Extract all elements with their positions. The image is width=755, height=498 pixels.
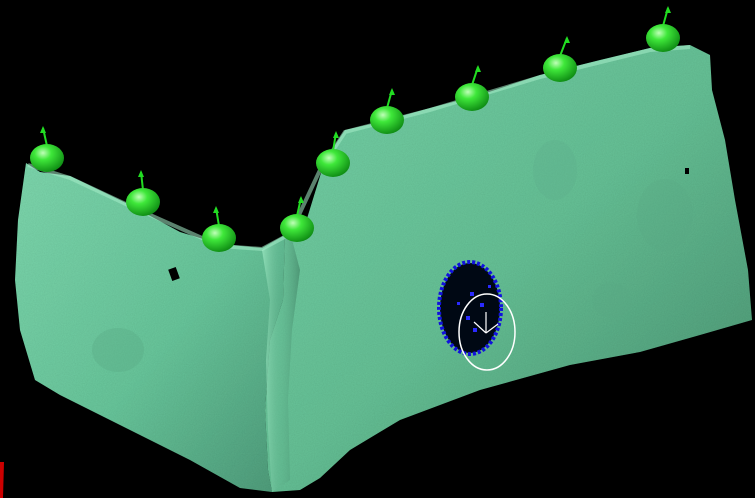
marker-sphere[interactable]	[370, 106, 404, 134]
marker-arrow-head-icon	[665, 6, 671, 13]
locator-marker[interactable]	[370, 88, 404, 134]
hole-feature[interactable]	[437, 260, 516, 371]
locator-marker[interactable]	[543, 36, 577, 82]
marker-sphere[interactable]	[543, 54, 577, 82]
mesh-corner-edge	[262, 232, 300, 492]
surface-dent	[533, 140, 577, 200]
marker-arrow-head-icon	[40, 126, 46, 133]
locator-marker[interactable]	[30, 126, 64, 172]
mesh-void	[685, 168, 689, 174]
locator-marker[interactable]	[316, 131, 350, 177]
marker-sphere[interactable]	[646, 24, 680, 52]
marker-sphere[interactable]	[126, 188, 160, 216]
marker-sphere[interactable]	[455, 83, 489, 111]
marker-group[interactable]	[30, 6, 680, 252]
corner-mark	[0, 462, 4, 498]
marker-arrow-head-icon	[138, 170, 144, 177]
hole-outline[interactable]	[437, 260, 503, 356]
marker-sphere[interactable]	[30, 144, 64, 172]
locator-marker[interactable]	[646, 6, 680, 52]
mesh-void	[168, 266, 180, 282]
marker-sphere[interactable]	[280, 214, 314, 242]
marker-arrow-head-icon	[213, 206, 219, 213]
hole-opening[interactable]	[440, 263, 500, 353]
marker-arrow-head-icon	[298, 196, 304, 203]
locator-marker[interactable]	[126, 170, 160, 216]
surface-dent	[92, 328, 144, 372]
marker-arrow-head-icon	[389, 88, 395, 95]
marker-sphere[interactable]	[202, 224, 236, 252]
mesh-right-face[interactable]	[265, 45, 752, 492]
marker-arrow-head-icon	[333, 131, 339, 138]
surface-dent	[592, 282, 632, 318]
marker-arrow-head-icon	[475, 65, 481, 72]
marker-sphere[interactable]	[316, 149, 350, 177]
locator-marker[interactable]	[280, 196, 314, 242]
marker-arrow-head-icon	[564, 36, 570, 43]
locator-marker[interactable]	[202, 206, 236, 252]
hole-points	[457, 285, 491, 332]
locator-marker[interactable]	[455, 65, 489, 111]
fit-circle[interactable]	[458, 293, 516, 371]
axis-glyph	[473, 312, 499, 334]
surface-dent	[637, 179, 693, 251]
